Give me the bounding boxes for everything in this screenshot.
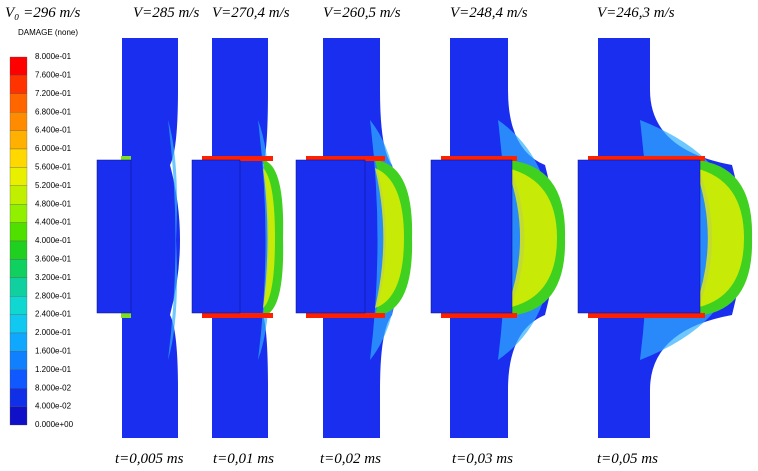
stress-zone — [168, 120, 177, 360]
legend-swatch — [9, 204, 28, 223]
legend-label: 8.000e-02 — [35, 383, 72, 392]
legend-swatch — [9, 56, 28, 76]
time-label: t=0,005 ms — [115, 451, 184, 467]
projectile — [191, 159, 241, 314]
plate — [122, 38, 180, 438]
damage-core — [507, 168, 557, 308]
legend-label: 2.800e-01 — [35, 291, 72, 300]
legend-swatch — [9, 259, 28, 278]
time-label: t=0,01 ms — [213, 451, 274, 467]
velocity-label: V₀ =296 m/s — [5, 5, 80, 21]
legend-label: 4.400e-01 — [35, 218, 72, 227]
legend-label: 4.000e-02 — [35, 402, 72, 411]
damage-core — [695, 168, 744, 308]
time-label: t=0,02 ms — [320, 451, 381, 467]
plate — [212, 38, 273, 438]
damage-edge — [441, 156, 517, 161]
legend-title: DAMAGE (none) — [18, 28, 78, 37]
legend-swatch — [9, 240, 28, 260]
legend-swatch — [9, 296, 28, 315]
legend-label: 6.800e-01 — [35, 107, 72, 116]
damage-edge — [441, 313, 517, 318]
legend-label: 4.000e-01 — [35, 236, 72, 245]
legend-label: 6.400e-01 — [35, 126, 72, 135]
velocity-label: V=260,5 m/s — [323, 5, 401, 21]
legend-label: 4.800e-01 — [35, 199, 72, 208]
projectile — [430, 159, 513, 314]
damage-edge — [121, 156, 131, 161]
legend-swatch — [9, 148, 28, 168]
legend-swatch — [9, 351, 28, 370]
legend-swatch — [9, 369, 28, 389]
damage-edge — [121, 313, 131, 318]
damage-core — [375, 168, 404, 308]
legend-label: 5.200e-01 — [35, 181, 72, 190]
time-label: t=0,03 ms — [452, 451, 513, 467]
legend-swatch — [9, 167, 28, 186]
legend-label: 6.000e-01 — [35, 144, 72, 153]
velocity-label: V=248,4 m/s — [450, 5, 528, 21]
damage-edge — [306, 313, 385, 318]
velocity-label: V=246,3 m/s — [597, 5, 675, 21]
damage-edge — [202, 156, 273, 161]
damage-edge — [588, 156, 705, 161]
legend-label: 1.600e-01 — [35, 347, 72, 356]
projectile — [295, 159, 366, 314]
damage-edge — [202, 313, 273, 318]
damage-edge — [306, 156, 385, 161]
time-label: t=0,05 ms — [597, 451, 658, 467]
legend-swatch — [9, 277, 28, 297]
legend-label: 5.600e-01 — [35, 163, 72, 172]
legend-label: 7.600e-01 — [35, 71, 72, 80]
legend-swatch — [9, 314, 28, 334]
legend-label: 1.200e-01 — [35, 365, 72, 374]
velocity-label: V=270,4 m/s — [212, 5, 290, 21]
legend-swatch — [9, 406, 28, 426]
legend-label: 3.600e-01 — [35, 255, 72, 264]
legend-label: 8.000e-01 — [35, 52, 72, 61]
damage-edge — [588, 313, 705, 318]
legend-swatch — [9, 112, 28, 131]
velocity-label: V=285 m/s — [133, 5, 200, 21]
damage-core — [263, 168, 275, 308]
projectile — [96, 159, 132, 314]
legend-swatch — [9, 388, 28, 407]
legend-swatch — [9, 332, 28, 352]
legend-label: 7.200e-01 — [35, 89, 72, 98]
legend-swatch — [9, 93, 28, 113]
legend-label: 3.200e-01 — [35, 273, 72, 282]
legend-swatch — [9, 185, 28, 205]
legend-label: 2.000e-01 — [35, 328, 72, 337]
legend-swatch — [9, 75, 28, 94]
legend-label: 0.000e+00 — [35, 420, 74, 429]
legend-swatch — [9, 222, 28, 242]
projectile — [577, 159, 701, 314]
legend-label: 2.400e-01 — [35, 310, 72, 319]
legend-swatch — [9, 130, 28, 150]
